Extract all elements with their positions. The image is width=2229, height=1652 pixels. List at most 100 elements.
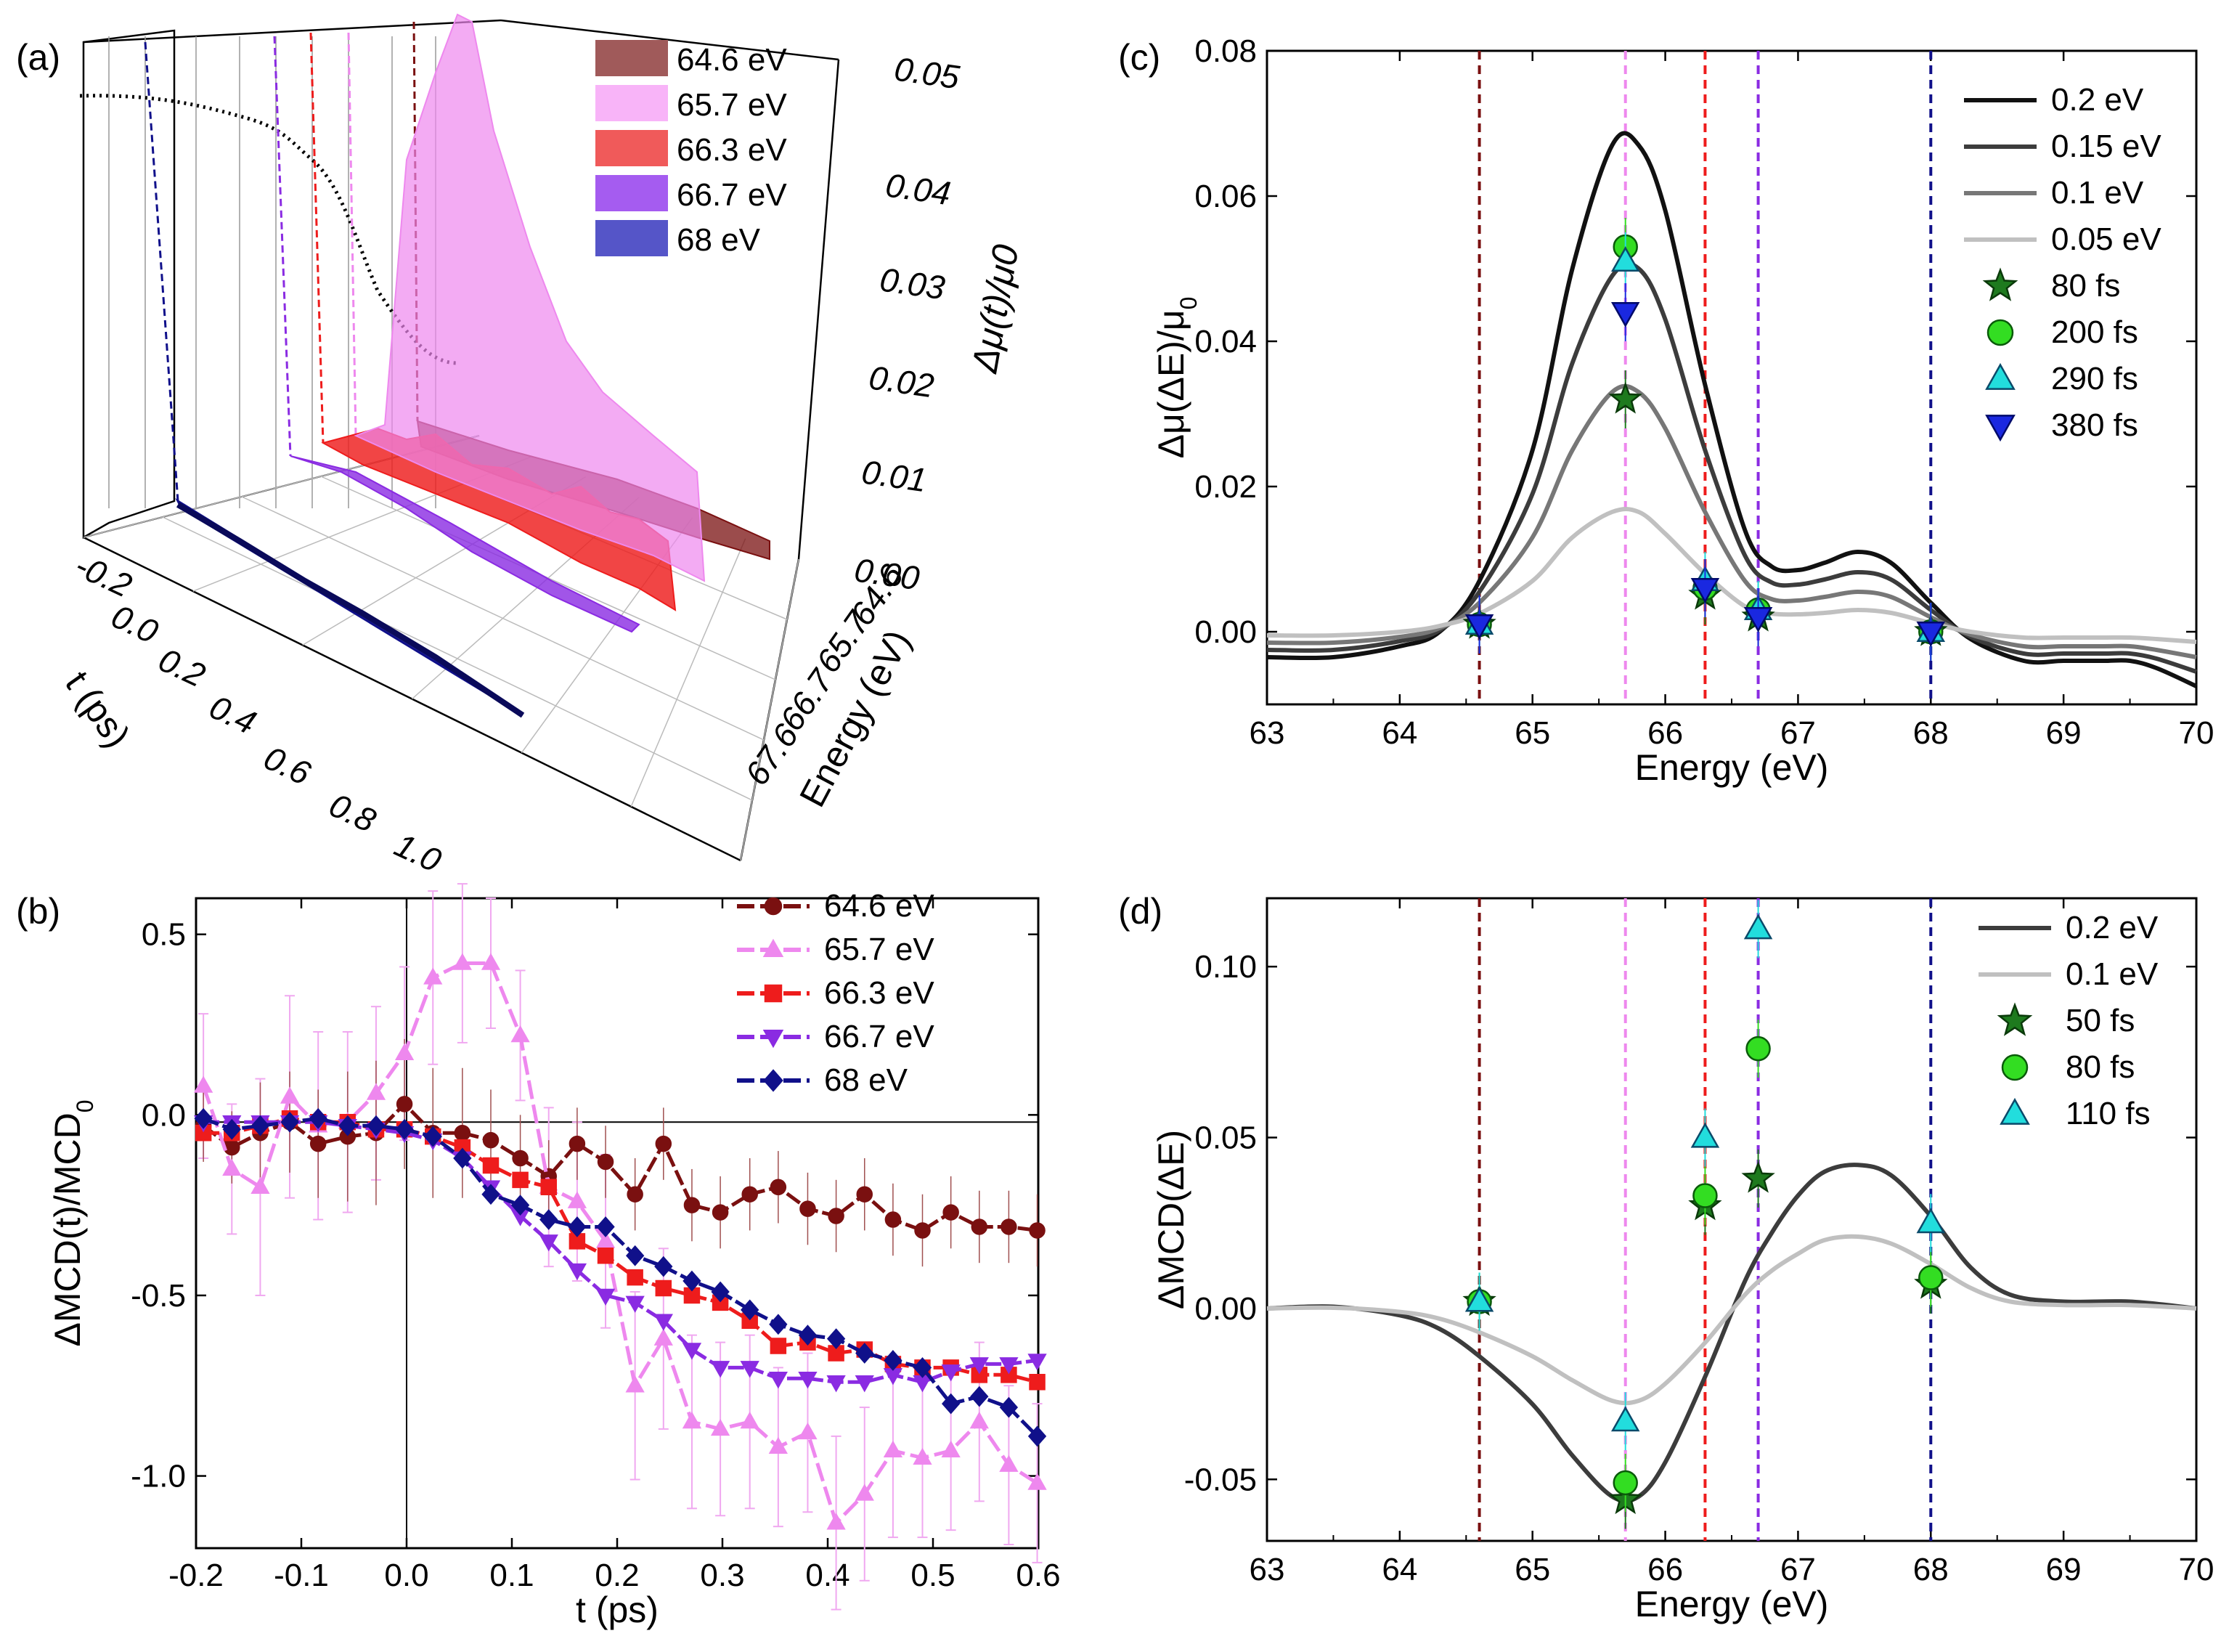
panel-b-marker (1027, 1354, 1047, 1371)
panel-b-marker (510, 1025, 530, 1043)
panel-a-ztick-label: 0.02 (867, 358, 937, 404)
panel-d-legend-label: 80 fs (2066, 1049, 2135, 1085)
panel-b-marker (452, 953, 472, 970)
panel-a-area-series (144, 13, 770, 718)
panel-b-xtick-label: 0.2 (595, 1558, 639, 1593)
panel-b-marker (682, 1270, 701, 1292)
panel-b-marker (826, 1375, 846, 1393)
panel-d-xtick-label: 65 (1515, 1552, 1550, 1587)
panel-b-marker (597, 1248, 614, 1264)
panel-c-curve (1266, 131, 2198, 688)
panel-a-ttick-label: 1.0 (389, 826, 447, 879)
panel-d-point (1464, 1286, 1494, 1312)
panel-b-xtick-label: -0.2 (168, 1558, 224, 1593)
panel-a-legend-label: 66.7 eV (677, 177, 787, 213)
panel-a-back-wall (82, 29, 176, 540)
panel-b-marker (856, 1186, 873, 1203)
panel-c-point (1610, 246, 1640, 272)
panel-c-legend-label: 380 fs (2051, 407, 2138, 443)
panel-b-marker (941, 1440, 961, 1457)
panel-a-ttick-label: 0.4 (204, 688, 262, 741)
panel-d-frame (1266, 897, 2198, 1542)
panel-a-area-657 (354, 13, 706, 582)
panel-d-point (1743, 914, 1773, 940)
panel-d-legend-label: 110 fs (2066, 1096, 2151, 1131)
panel-b-marker (828, 1208, 844, 1224)
panel-d-point (1610, 1406, 1640, 1432)
panel-b-marker (798, 1422, 818, 1440)
panel-a-legend-label: 64.6 eV (677, 42, 787, 78)
panel-b-ytick-label: -1.0 (131, 1459, 186, 1494)
panel-c-xtick-label: 66 (1647, 715, 1683, 751)
panel-b-xtick-label: -0.1 (274, 1558, 329, 1593)
panel-b-marker (999, 1396, 1019, 1418)
panel-b-marker (595, 1231, 616, 1248)
panel-d-xtick-label: 64 (1382, 1552, 1417, 1587)
panel-b-marker (625, 1295, 645, 1313)
panel-b-marker (540, 1179, 557, 1196)
panel-b-marker (595, 1288, 616, 1306)
panel-b-marker (481, 953, 501, 970)
panel-b-marker (1027, 1425, 1047, 1447)
panel-c-legend-label: 0.2 eV (2051, 82, 2144, 118)
panel-a-ttick-label: 0.8 (324, 786, 382, 839)
panel-b-marker (222, 1118, 241, 1140)
panel-b-marker (1027, 1473, 1047, 1490)
panel-c-point (1608, 381, 1642, 414)
panel-a-ttick-label: -0.2 (70, 546, 138, 605)
panel-d-point (1741, 1160, 1775, 1193)
panel-c-legend-marker (1982, 267, 2018, 301)
panel-b-marker (653, 1314, 673, 1331)
panel-b-marker (627, 1186, 643, 1203)
panel-a-legend-label: 66.3 eV (677, 132, 787, 168)
panel-b-marker (710, 1361, 730, 1378)
panel-b-marker (712, 1204, 729, 1221)
panel-b-marker (423, 967, 443, 985)
panel-d-ylabel: ΔMCD(ΔE) (1151, 1130, 1191, 1309)
panel-d-xtick-label: 66 (1647, 1552, 1683, 1587)
panel-b-marker (194, 1075, 213, 1093)
panel-d-xtick-label: 68 (1913, 1552, 1949, 1587)
panel-a-floor-grid (241, 496, 765, 741)
panel-d-xtick-label: 67 (1780, 1552, 1816, 1587)
panel-b-marker (768, 1372, 788, 1389)
panel-b-legend: 64.6 eV 65.7 eV 66.3 eV 66.7 eV 68 eV (737, 888, 934, 1098)
panel-a-tlabel: t (ps) (57, 664, 138, 754)
panel-b-marker (454, 1124, 471, 1142)
panel-d-ytick-label: 0.00 (1194, 1291, 1257, 1327)
panel-c-legend-label: 0.05 eV (2051, 221, 2161, 257)
panel-c-legend-label: 0.15 eV (2051, 129, 2161, 164)
panel-b-xtick-label: 0.0 (384, 1558, 428, 1593)
panel-c-ytick-label: 0.08 (1194, 33, 1257, 69)
panel-b-marker (338, 1115, 357, 1136)
panel-b-marker (395, 1118, 414, 1140)
panel-b-marker (481, 1184, 500, 1205)
panel-a-ztick-label: 0.00 (852, 550, 922, 597)
panel-d-legend: 0.2 eV 0.1 eV 50 fs 80 fs 110 fs (1979, 910, 2159, 1131)
panel-a-ztick-label: 0.01 (860, 452, 929, 499)
panel-c-legend-label: 80 fs (2051, 268, 2120, 304)
panel-c-point (1610, 301, 1640, 327)
panel-d-spectrum-chart: 63 64 65 66 67 68 69 70 -0.05 0.00 0.05 0.10 Energy … (1151, 897, 2214, 1624)
panel-b-marker (453, 1147, 472, 1169)
panel-d-legend-label: 0.2 eV (2066, 910, 2159, 945)
panel-c-legend: 0.2 eV 0.15 eV 0.1 eV 0.05 eV 80 fs 200 fs 290… (1964, 82, 2161, 443)
panel-b-marker (941, 1364, 961, 1382)
panel-b-xtick-label: 0.3 (700, 1558, 744, 1593)
panel-b-marker (770, 1338, 787, 1354)
panel-a-top-edge (500, 19, 839, 61)
panel-b-legend-marker (764, 984, 783, 1003)
panel-c-legend-marker (1985, 362, 2016, 390)
panel-a-legend-swatch (595, 220, 668, 256)
panel-b-marker (512, 1171, 529, 1189)
panel-b-marker (999, 1357, 1019, 1375)
panel-a-legend-label: 65.7 eV (677, 87, 787, 123)
panel-b-xtick-label: 0.5 (910, 1558, 955, 1593)
panel-a-area-667 (290, 455, 640, 633)
panel-b-marker (768, 1436, 788, 1454)
panel-b-xtick-label: 0.6 (1016, 1558, 1060, 1593)
panel-d-legend-label: 0.1 eV (2066, 956, 2159, 992)
panel-b-marker (539, 1209, 558, 1230)
panel-b-marker (597, 1153, 614, 1171)
panel-d-legend-marker (2001, 1054, 2029, 1081)
